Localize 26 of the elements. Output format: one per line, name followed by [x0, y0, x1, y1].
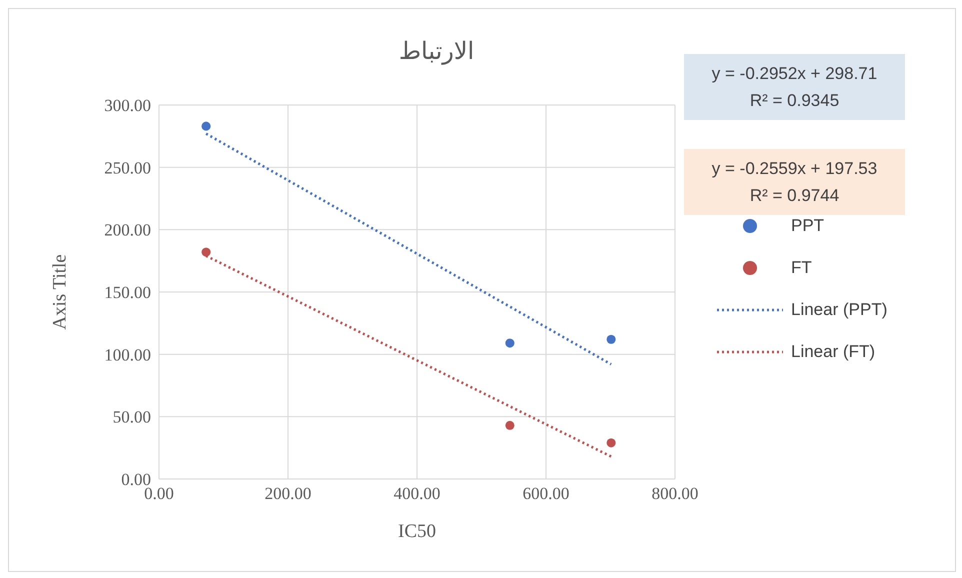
y-tick-label: 300.00 — [104, 96, 151, 116]
x-tick-label: 600.00 — [522, 484, 570, 504]
point — [606, 334, 616, 344]
legend-label: Linear (PPT) — [791, 300, 888, 320]
y-tick-label: 50.00 — [112, 408, 151, 427]
y-axis-title: Axis Title — [50, 254, 71, 330]
point — [606, 438, 616, 448]
legend-label: Linear (FT) — [791, 342, 876, 362]
text: y = -0.2952x + 298.71 R² = 0.9345 — [710, 63, 878, 112]
legend-label: FT — [791, 258, 812, 278]
point — [505, 338, 514, 348]
y-tick-label: 150.00 — [104, 283, 151, 302]
chart-title: الارتباط — [398, 37, 476, 65]
y-tick-label: 100.00 — [104, 345, 151, 364]
y-tick-label: 200.00 — [104, 220, 151, 240]
y-tick-label: 250.00 — [104, 158, 151, 178]
x-axis-title: IC50 — [398, 521, 436, 542]
point — [202, 248, 211, 257]
x-tick-label: 0.00 — [144, 484, 174, 504]
text: y = -0.2559x + 197.53 R² = 0.9744 — [710, 158, 878, 207]
x-tick-label: 400.00 — [394, 484, 440, 504]
legend-label: PPT — [791, 216, 824, 236]
point — [505, 420, 514, 430]
x-tick-label: 200.00 — [264, 484, 312, 504]
x-tick-label: 800.00 — [652, 484, 698, 504]
point — [202, 122, 211, 131]
